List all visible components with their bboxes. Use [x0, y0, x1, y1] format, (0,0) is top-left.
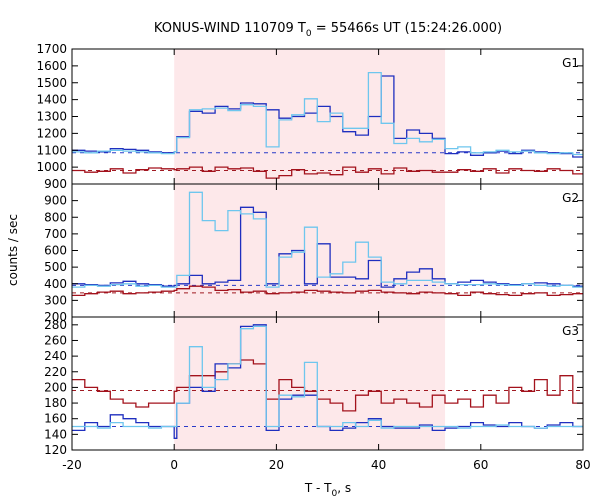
panel-g1-ytick-label: 1300 — [36, 110, 67, 124]
panel-g3-ytick-label: 240 — [44, 349, 67, 363]
panel-g1-ytick-label: 1000 — [36, 160, 67, 174]
panel-g1-ytick-label: 1600 — [36, 59, 67, 73]
panel-g1-ytick-label: 900 — [44, 177, 67, 191]
panel-g3-ytick-label: 120 — [44, 443, 67, 457]
panel-g3-ytick-label: 160 — [44, 412, 67, 426]
panel-g2-ytick-label: 600 — [44, 244, 67, 258]
panel-g2-ytick-label: 400 — [44, 277, 67, 291]
x-tick-label: 80 — [575, 458, 590, 472]
title-subscript: 0 — [306, 29, 312, 39]
panel-g2-ytick-label: 200 — [44, 310, 67, 324]
panel-g2-ytick-label: 300 — [44, 293, 67, 307]
panel-g3-ytick-label: 280 — [44, 318, 67, 332]
y-axis-label: counts / sec — [6, 214, 20, 286]
panel-g3-ytick-label: 180 — [44, 396, 67, 410]
panel-g3-ytick-label: 260 — [44, 333, 67, 347]
x-tick-label: 40 — [371, 458, 386, 472]
panel-g2-ytick-label: 500 — [44, 260, 67, 274]
panel-g1-ytick-label: 1100 — [36, 143, 67, 157]
title-rest: = 55466s UT (15:24:26.000) — [312, 21, 502, 36]
panel-g3-series-light-blue — [72, 325, 583, 429]
panel-g1-series-light-blue — [72, 71, 583, 156]
panel-g1-ytick-label: 1400 — [36, 93, 67, 107]
panel-g2-ytick-label: 900 — [44, 194, 67, 208]
panel-g1-burst-interval — [174, 49, 446, 184]
x-label-subscript: 0 — [332, 489, 338, 499]
panel-g3-label: G3 — [562, 324, 579, 338]
panel-g2-series-dark-red — [72, 285, 583, 297]
panel-g2-ytick-label: 700 — [44, 227, 67, 241]
panel-g3-ytick-label: 140 — [44, 427, 67, 441]
plot-area: 90010001100120013001400150016001700G1200… — [36, 42, 590, 472]
panel-g1-series-dark-red — [72, 166, 583, 179]
panel-g2-burst-interval — [174, 184, 446, 317]
panel-g1-ytick-label: 1200 — [36, 126, 67, 140]
panel-g2-ytick-label: 800 — [44, 210, 67, 224]
panel-g3-ytick-label: 220 — [44, 365, 67, 379]
chart-title: KONUS-WIND 110709 T0 = 55466s UT (15:24:… — [154, 21, 502, 39]
x-tick-label: 60 — [473, 458, 488, 472]
x-tick-label: 0 — [170, 458, 178, 472]
x-tick-label: 20 — [269, 458, 284, 472]
panel-g1-label: G1 — [562, 56, 579, 70]
x-axis-label: T - T0, s — [304, 481, 351, 499]
panel-g1-ytick-label: 1700 — [36, 42, 67, 56]
x-tick-label: -20 — [62, 458, 82, 472]
panel-g2-label: G2 — [562, 191, 579, 205]
panel-g3-frame — [71, 316, 584, 451]
panel-g3-ytick-label: 200 — [44, 380, 67, 394]
panel-g1-ytick-label: 1500 — [36, 76, 67, 90]
panel-g3-series-dark-red — [72, 359, 583, 412]
x-label-rest: , s — [337, 481, 351, 495]
panel-g2-series-light-blue — [72, 191, 583, 288]
